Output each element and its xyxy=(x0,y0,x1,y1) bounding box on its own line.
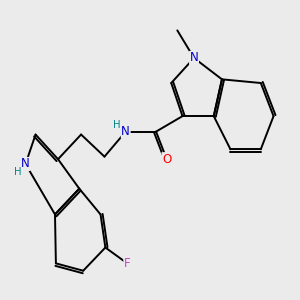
Text: H: H xyxy=(14,167,21,177)
Text: N: N xyxy=(190,52,198,64)
Text: N: N xyxy=(21,158,30,170)
Text: N: N xyxy=(121,125,130,138)
Text: H: H xyxy=(113,120,120,130)
Text: F: F xyxy=(124,257,130,270)
Text: O: O xyxy=(162,153,171,166)
